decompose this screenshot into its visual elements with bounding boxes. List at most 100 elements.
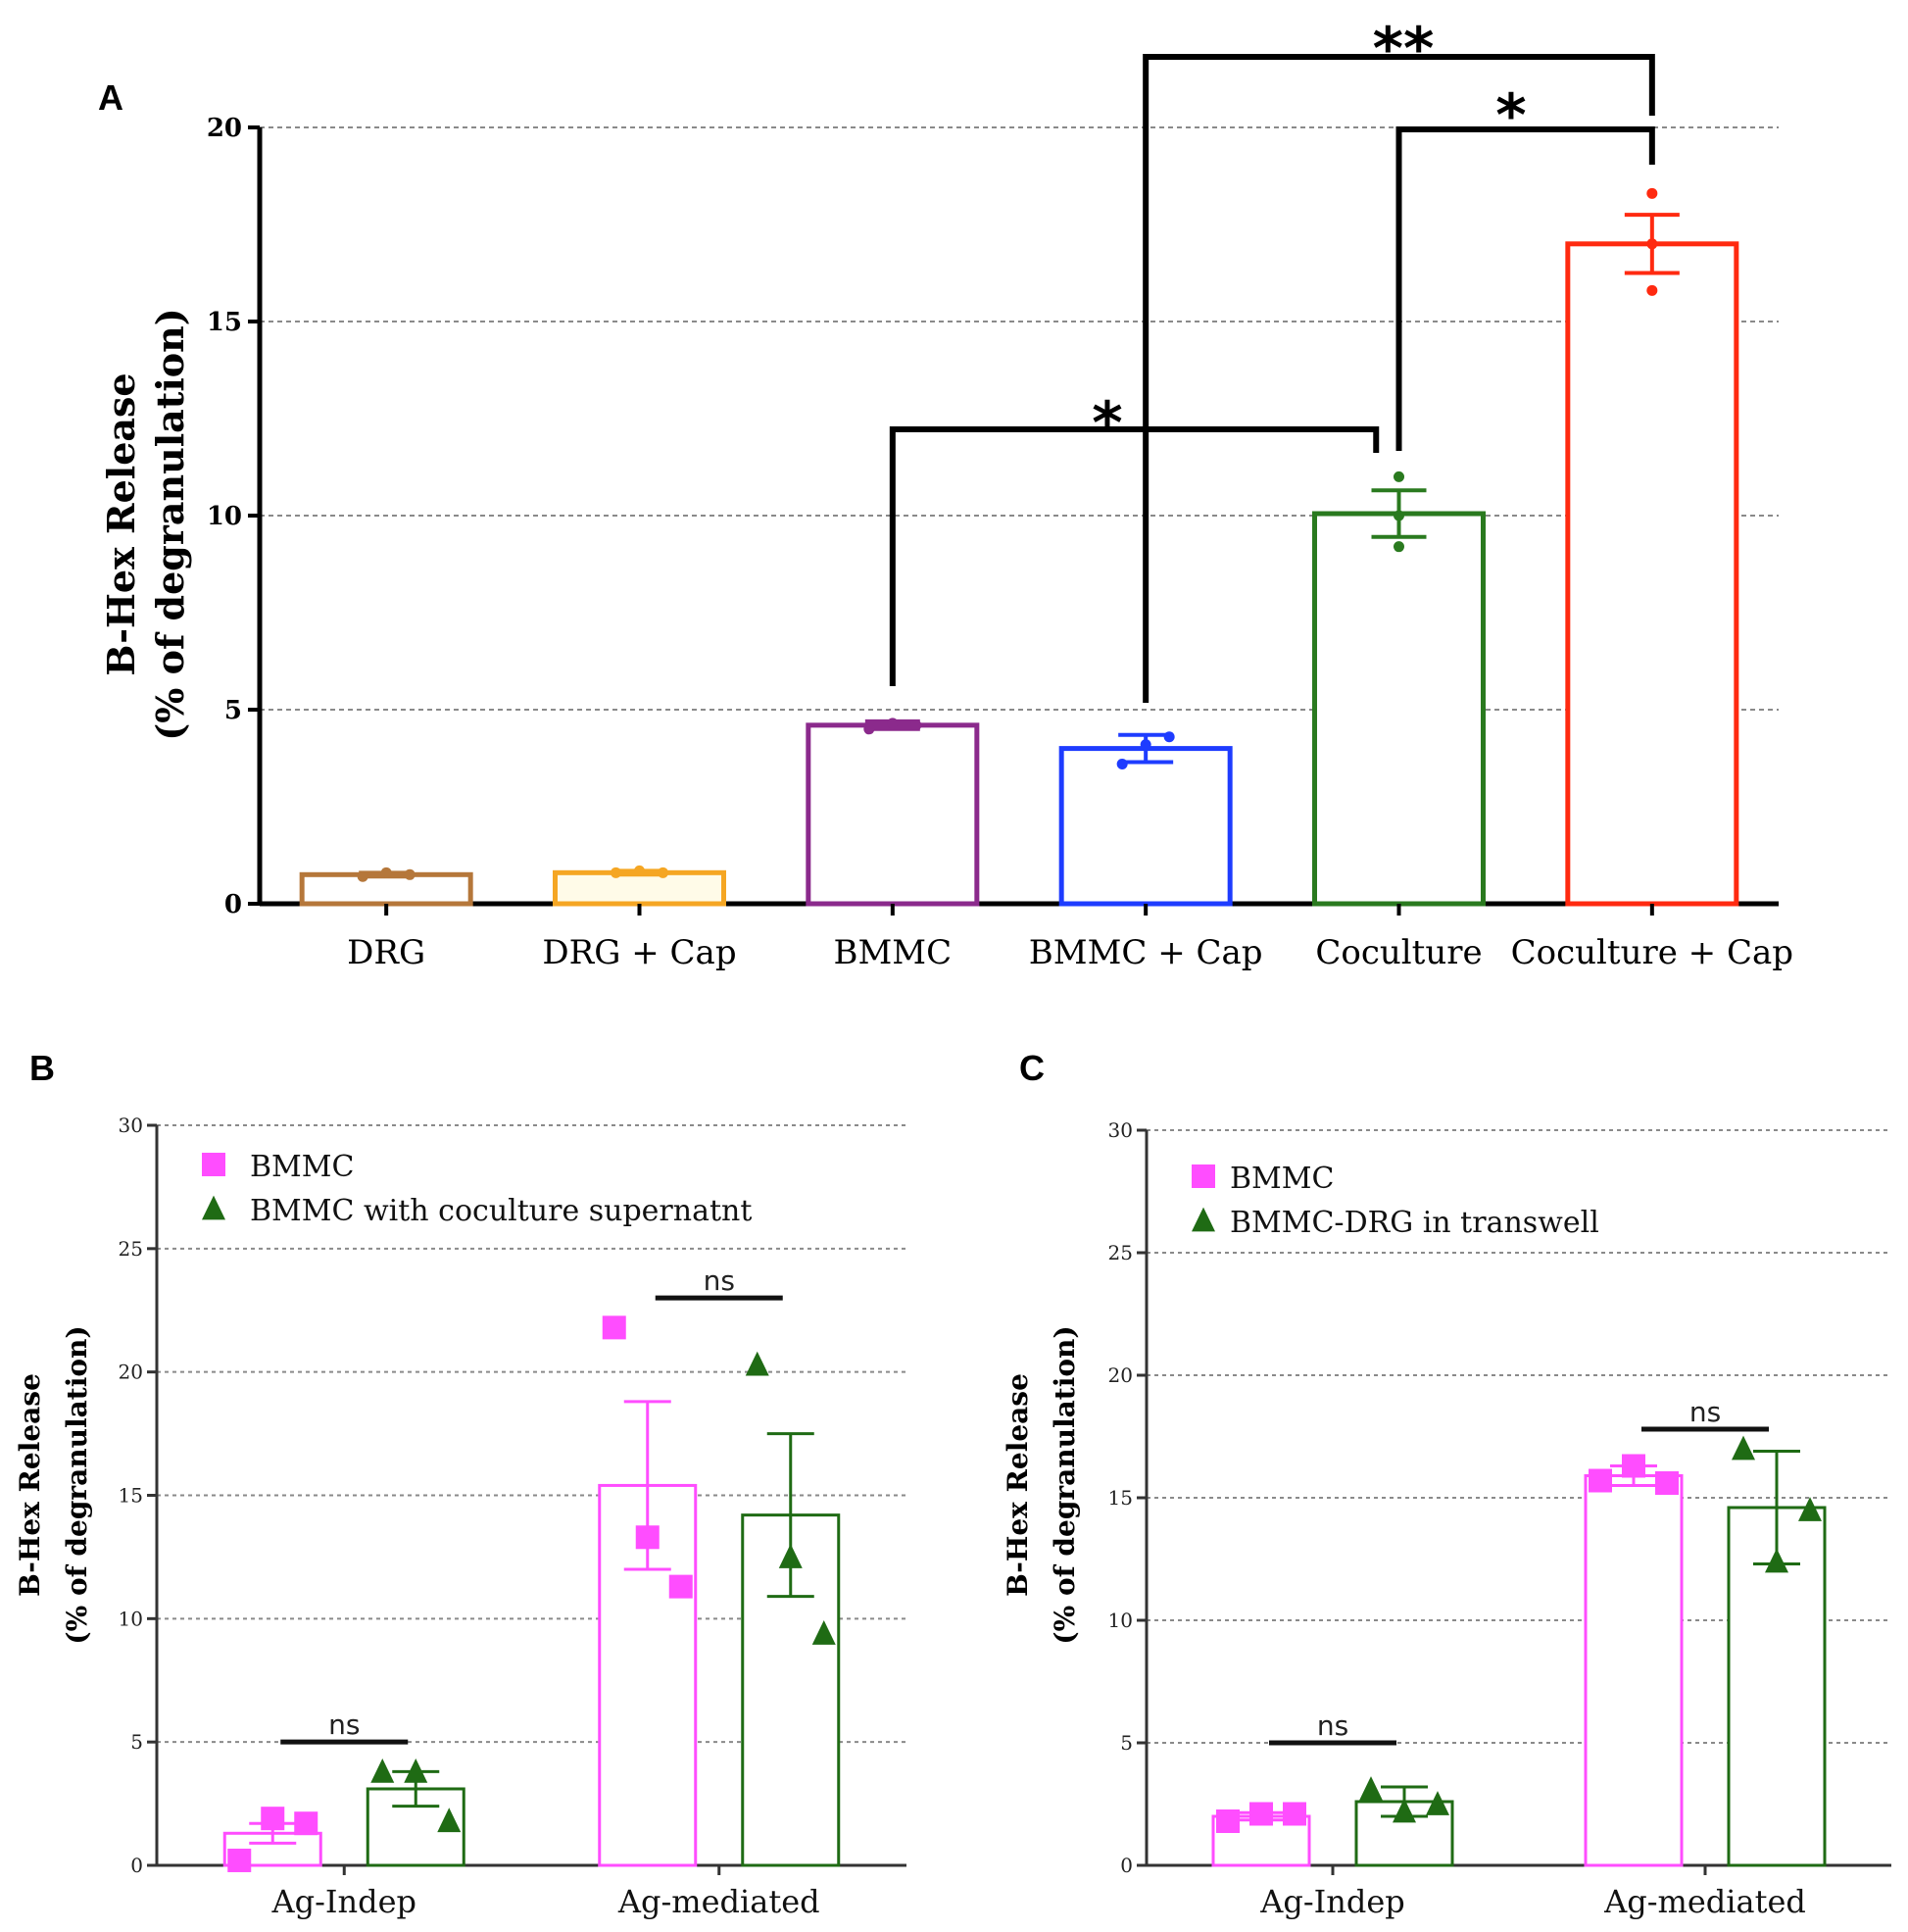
panel-c-category-label: Ag-Indep — [1259, 1883, 1405, 1920]
panel-c-datapoint — [1359, 1776, 1383, 1801]
panel-a-bar — [1058, 746, 1233, 907]
panel-b-legend-marker — [202, 1195, 225, 1220]
panel-b-ytick-label: 20 — [119, 1361, 143, 1384]
panel-c-ytick-label: 15 — [1108, 1486, 1133, 1510]
panel-c-datapoint — [1732, 1435, 1755, 1461]
panel-a-sig-bmmccap-coculturecap-bracket — [1143, 54, 1655, 703]
panel-b-datapoint — [668, 1574, 693, 1599]
panel-c-datapoint — [1393, 1798, 1416, 1823]
panel-a-chart: 0 5 10 15 20 DRG DRG + Cap BMMC BMMC + Cap Cocult… — [207, 15, 1793, 972]
panel-c-legend-marker — [1192, 1207, 1215, 1232]
panel-b-datapoint — [811, 1620, 836, 1645]
panel-a-ytick-label: 10 — [207, 502, 242, 531]
panel-c-category-label: Ag-mediated — [1603, 1883, 1806, 1920]
panel-b-datapoint — [778, 1544, 803, 1568]
panel-a-datapoint — [1394, 541, 1404, 553]
panel-c-datapoint — [1426, 1791, 1449, 1815]
panel-b-ytick-label: 10 — [119, 1607, 143, 1630]
panel-a-datapoint — [611, 867, 621, 878]
panel-b-ylabel2: (% of degranulation) — [61, 1325, 93, 1644]
panel-a-category-label: Coculture — [1315, 933, 1482, 972]
panel-c-ytick-label: 25 — [1108, 1241, 1133, 1264]
panel-a-datapoint — [357, 870, 368, 882]
panel-a-datapoint — [634, 865, 645, 876]
panel-c-bar — [1584, 1474, 1684, 1867]
panel-b-datapoint — [437, 1808, 462, 1833]
panel-c-ytick-label: 30 — [1108, 1118, 1133, 1142]
panel-b-ns-label: ns — [328, 1709, 360, 1741]
panel-a-datapoint — [863, 723, 875, 735]
panel-a-datapoint — [658, 867, 668, 878]
panel-a-datapoint — [404, 868, 416, 880]
panel-a-datapoint — [1646, 284, 1658, 296]
panel-a-sig-bmmccap-coculturecap-label: ** — [1373, 15, 1435, 83]
panel-a-datapoint — [1394, 471, 1404, 482]
panel-a-ylabel: B-Hex Release — [99, 372, 143, 675]
panel-a-bar — [1312, 511, 1486, 907]
panel-a-bar — [553, 869, 726, 907]
panel-c-datapoint — [1622, 1454, 1645, 1478]
panel-a-ytick-label: 0 — [224, 890, 242, 919]
panel-b-ylabel: B-Hex Release — [14, 1373, 46, 1597]
panel-c-ylabel: B-Hex Release — [1002, 1373, 1034, 1597]
panel-c-ns-label: ns — [1317, 1709, 1348, 1742]
panel-a-sig-bmmc-coculture-label: * — [1092, 389, 1122, 458]
panel-b-datapoint — [745, 1351, 769, 1376]
panel-c-datapoint — [1589, 1468, 1612, 1493]
panel-b-ytick-label: 30 — [119, 1114, 143, 1137]
panel-b-legend-bmmc: BMMC — [250, 1150, 354, 1184]
panel-a-datapoint — [910, 719, 922, 731]
panel-b-category-label: Ag-mediated — [617, 1883, 820, 1920]
panel-b-datapoint — [370, 1758, 395, 1783]
panel-b-legend-marker — [202, 1153, 225, 1176]
panel-b-letter: B — [29, 1048, 55, 1088]
panel-a-category-label: BMMC — [834, 933, 953, 972]
panel-b-chart: 0 5 10 15 20 25 30 Ag-Indep Ag-mediated ns ns — [119, 1114, 906, 1920]
panel-c-ytick-label: 10 — [1108, 1609, 1133, 1632]
panel-b-ns-label: ns — [704, 1264, 735, 1297]
panel-a-datapoint — [1116, 758, 1128, 769]
panel-a-datapoint — [1140, 739, 1151, 751]
panel-c-ytick-label: 5 — [1120, 1731, 1133, 1755]
panel-c-legend-bmmc: BMMC — [1230, 1162, 1334, 1196]
panel-b-ytick-label: 0 — [130, 1854, 143, 1877]
panel-a-category-label: BMMC + Cap — [1029, 933, 1263, 972]
panel-b-datapoint — [404, 1758, 428, 1783]
panel-b-ytick-label: 25 — [119, 1237, 143, 1261]
panel-c-datapoint — [1765, 1548, 1788, 1573]
panel-a-bar — [299, 871, 473, 907]
panel-a-bar — [806, 722, 980, 907]
panel-a-sig-bmmc-coculture-bracket — [889, 426, 1380, 686]
panel-c-datapoint — [1655, 1471, 1679, 1495]
panel-a-sig-coculture-coculturecap-label: * — [1495, 81, 1526, 150]
panel-c-datapoint — [1249, 1802, 1273, 1826]
panel-c-ytick-label: 20 — [1108, 1363, 1133, 1387]
panel-a-ytick-label: 20 — [207, 114, 242, 143]
panel-a-sig-coculture-coculturecap-bracket — [1395, 126, 1655, 451]
panel-c-ytick-label: 0 — [1120, 1854, 1133, 1877]
panel-b-legend-supernatant: BMMC with coculture supernatnt — [250, 1194, 752, 1228]
panel-b-category-label: Ag-Indep — [270, 1883, 416, 1920]
panel-b-datapoint — [602, 1315, 626, 1340]
panel-a-ytick-label: 5 — [224, 696, 242, 725]
panel-c-chart: 0 5 10 15 20 25 30 Ag-Indep Ag-mediated ns ns — [1108, 1118, 1891, 1920]
panel-c-ylabel2: (% of degranulation) — [1049, 1325, 1081, 1644]
panel-a-datapoint — [380, 867, 392, 878]
panel-c-datapoint — [1216, 1809, 1240, 1833]
panel-a-category-label: DRG + Cap — [542, 933, 736, 972]
panel-a-letter: A — [98, 77, 123, 118]
panel-a-ylabel2: (% of degranulation) — [148, 308, 192, 740]
panel-c-legend-marker — [1192, 1164, 1215, 1188]
panel-a-bar — [1565, 241, 1739, 907]
panel-a-datapoint — [1646, 238, 1658, 250]
panel-c-ns-label: ns — [1689, 1396, 1721, 1428]
panel-b-ytick-label: 5 — [130, 1730, 143, 1754]
panel-b-ytick-label: 15 — [119, 1484, 143, 1508]
panel-a-datapoint — [1163, 731, 1175, 743]
panel-a-datapoint — [1646, 187, 1658, 199]
panel-a-category-label: DRG — [347, 933, 425, 972]
panel-c-letter: C — [1019, 1048, 1045, 1088]
panel-a-category-label: Coculture + Cap — [1511, 933, 1793, 972]
panel-c-datapoint — [1283, 1802, 1306, 1826]
